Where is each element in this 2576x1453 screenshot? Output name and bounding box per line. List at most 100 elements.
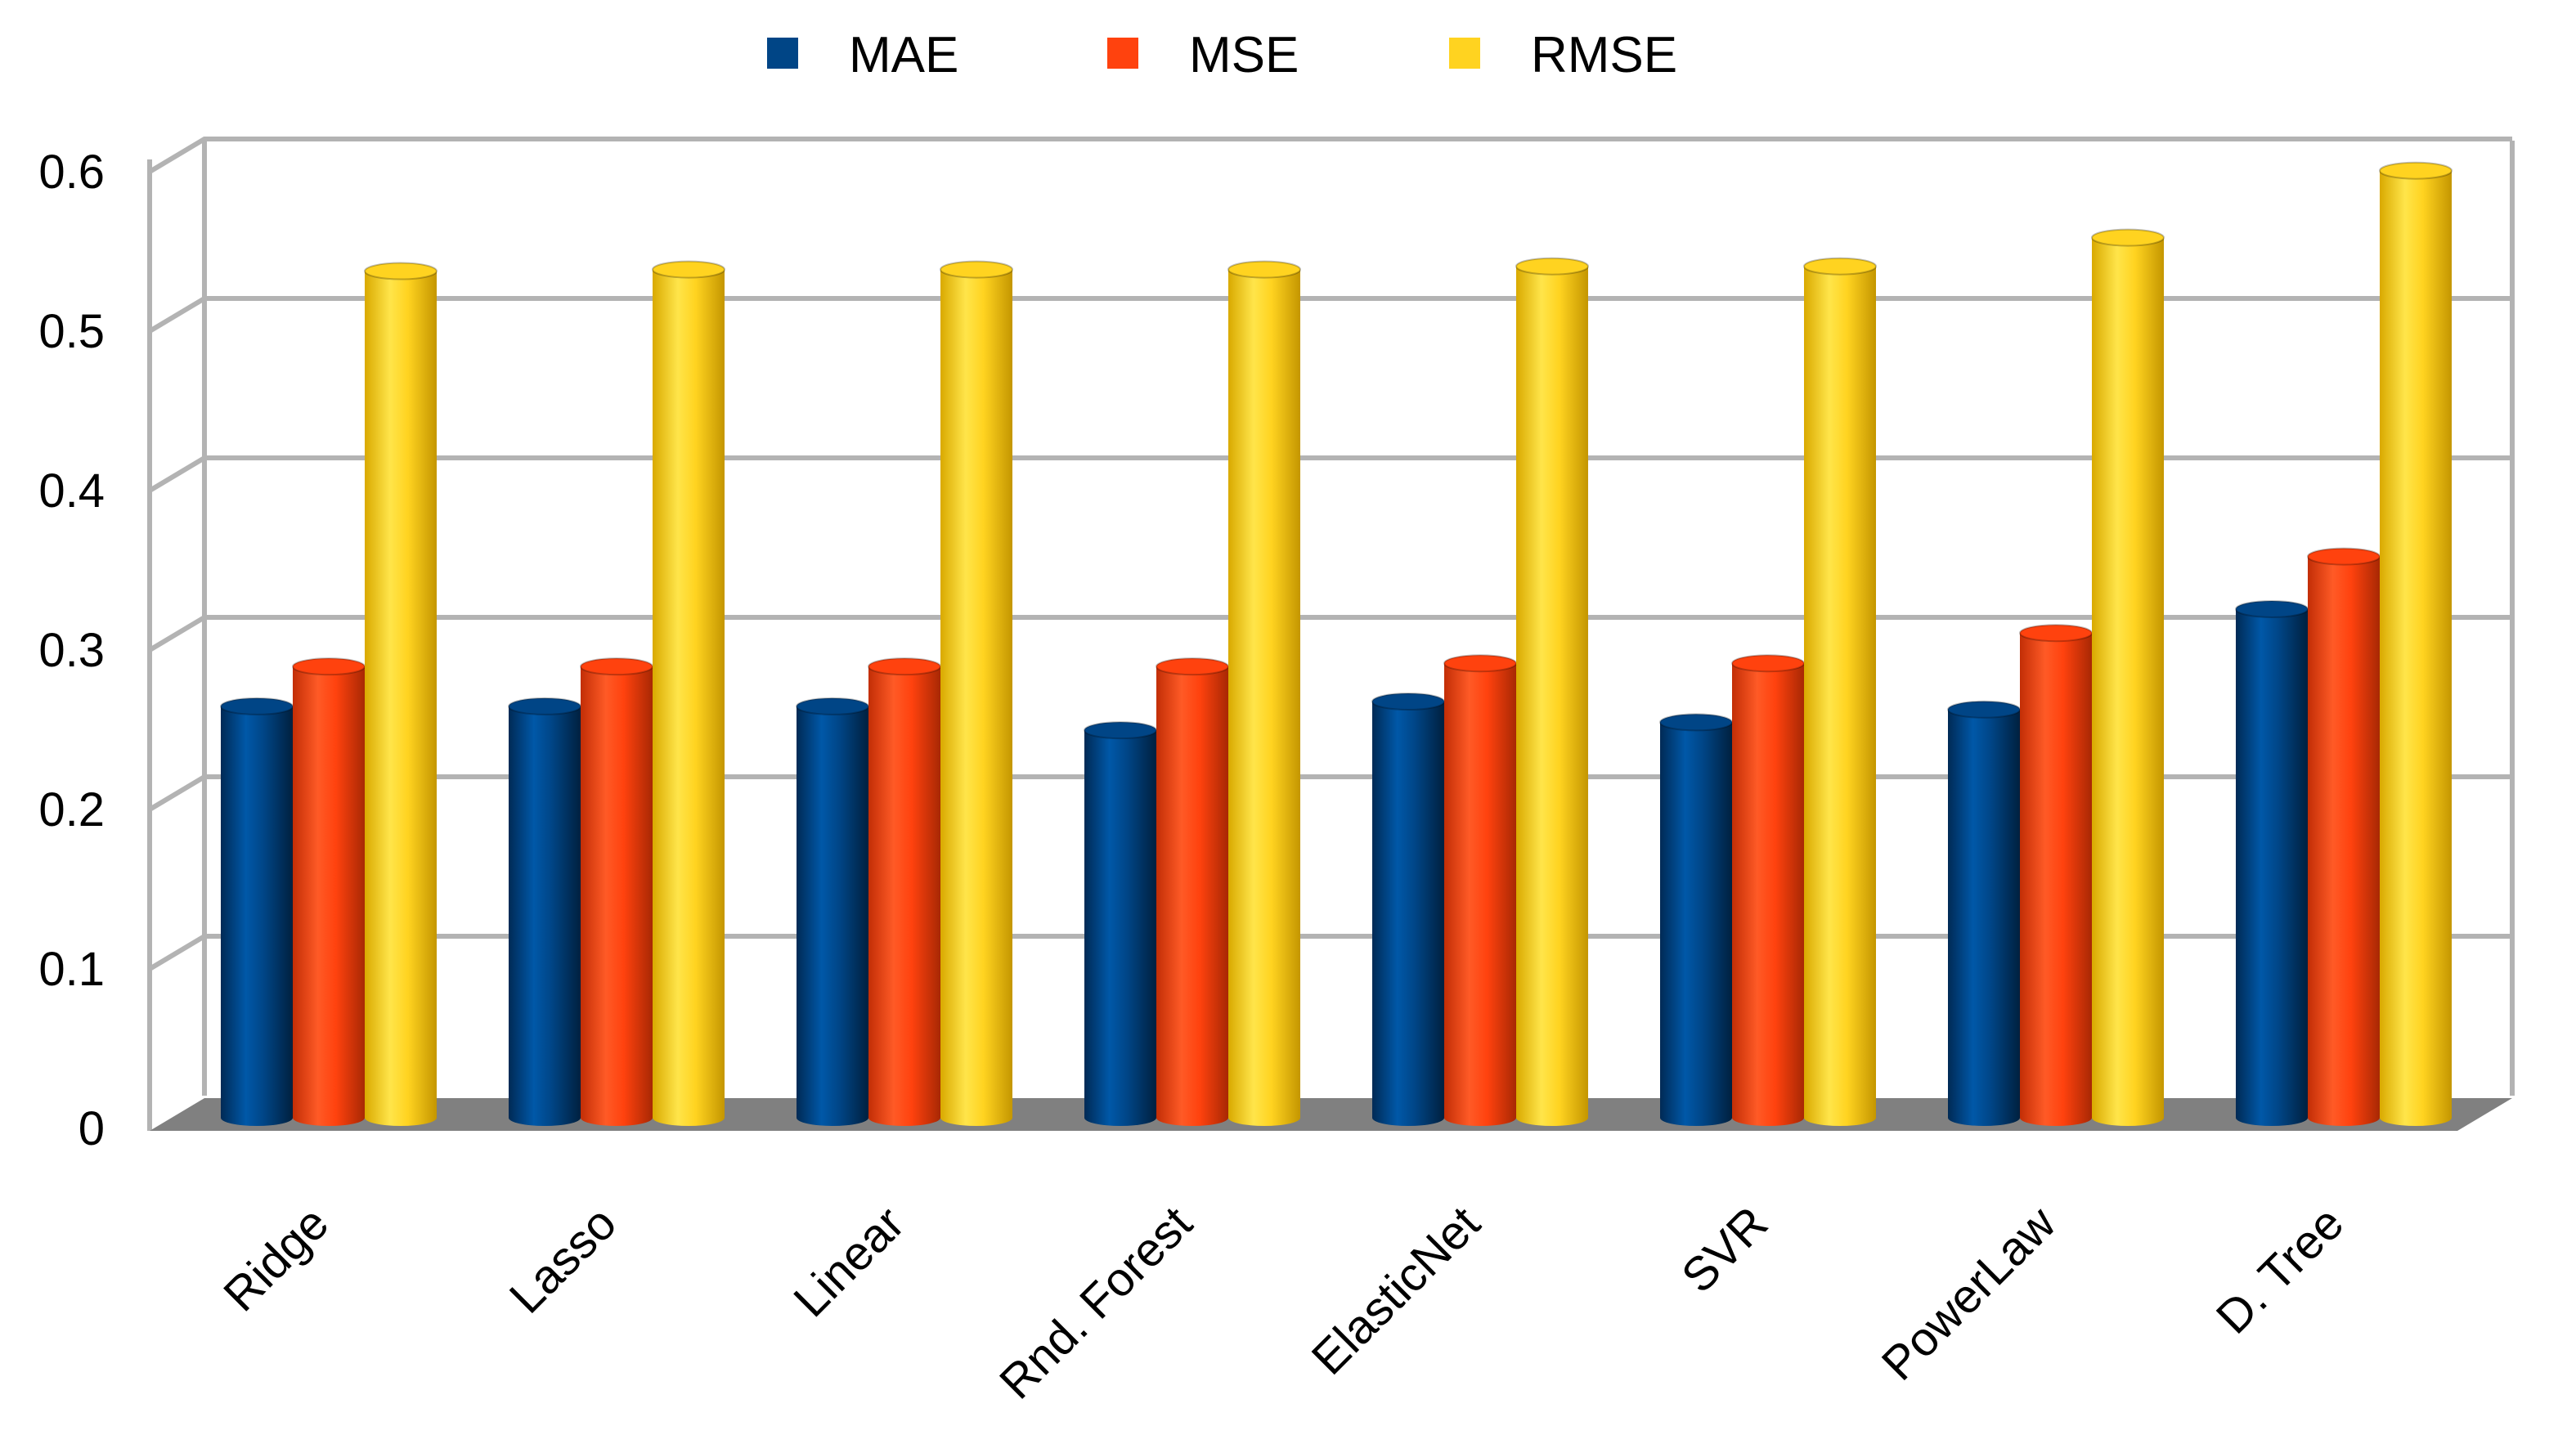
bar-body xyxy=(509,706,581,1126)
bar-top-cap xyxy=(2307,547,2381,566)
bar-top-cap xyxy=(1947,700,2021,719)
x-tick-label: SVR xyxy=(1672,1196,1778,1303)
gridline xyxy=(148,455,2512,493)
legend-item-rmse: RMSE xyxy=(1449,27,1677,83)
bar-mae xyxy=(220,697,294,1126)
bar-top-cap xyxy=(2235,599,2309,618)
bar-rmse xyxy=(652,260,725,1127)
bar-body xyxy=(2236,608,2308,1126)
y-tick-label: 0.3 xyxy=(38,624,105,677)
gridline xyxy=(148,296,2512,334)
bar-mse xyxy=(1443,654,1517,1126)
legend-swatch xyxy=(767,38,798,69)
x-tick-label: Ridge xyxy=(213,1196,339,1321)
x-axis-labels: Ridge Lasso Linear Rnd. Forest ElasticNet SVR… xyxy=(213,1195,2354,1409)
bar-body xyxy=(940,269,1012,1127)
x-tick-label: PowerLaw xyxy=(1872,1195,2067,1390)
bar-body xyxy=(1228,269,1300,1127)
bar-top-cap xyxy=(940,260,1013,279)
bar-body xyxy=(1372,702,1444,1126)
bar-mae xyxy=(508,697,581,1126)
bar-top-cap xyxy=(1659,713,1733,732)
bar-mae xyxy=(1659,713,1733,1126)
bar-top-cap xyxy=(2379,161,2453,180)
bar-top-cap xyxy=(364,262,438,280)
bar-rmse xyxy=(1227,260,1301,1127)
legend-label: MSE xyxy=(1189,27,1299,83)
bar-top-cap xyxy=(796,697,869,715)
bar-body xyxy=(2020,633,2092,1126)
bar-top-cap xyxy=(292,657,366,676)
bar-top-cap xyxy=(2091,228,2165,247)
bar-top-cap xyxy=(1515,257,1589,276)
bar-top-cap xyxy=(220,697,294,715)
bar-body xyxy=(581,666,653,1126)
bar-body xyxy=(1444,663,1516,1126)
legend-label: RMSE xyxy=(1531,27,1677,83)
bar-body xyxy=(1660,722,1732,1126)
bar-body xyxy=(1732,663,1804,1126)
bar-body xyxy=(868,666,940,1126)
bar-top-cap xyxy=(1227,260,1301,279)
bar-mse xyxy=(292,657,366,1126)
bar-top-cap xyxy=(1803,257,1877,276)
bar-rmse xyxy=(364,262,438,1126)
bar-body xyxy=(221,706,293,1126)
bar-mae xyxy=(796,697,869,1126)
bar-rmse xyxy=(2379,161,2453,1127)
y-tick-label: 0.6 xyxy=(38,146,105,199)
x-tick-label: Linear xyxy=(783,1196,914,1327)
bar-rmse xyxy=(1803,257,1877,1127)
bar-top-cap xyxy=(1084,721,1157,740)
bar-top-cap xyxy=(2019,624,2093,643)
gridline xyxy=(148,137,2512,174)
legend-label: MAE xyxy=(849,27,958,83)
y-tick-label: 0.4 xyxy=(38,464,105,518)
legend: MAE MSE RMSE xyxy=(767,27,1677,83)
bar-top-cap xyxy=(652,260,725,279)
bar-mae xyxy=(1371,693,1445,1126)
legend-item-mae: MAE xyxy=(767,27,958,83)
legend-item-mse: MSE xyxy=(1107,27,1299,83)
bar-top-cap xyxy=(1443,654,1517,673)
chart-floor xyxy=(150,1098,2512,1131)
bar-body xyxy=(293,666,365,1126)
bar-body xyxy=(2308,556,2380,1126)
bar-mse xyxy=(2019,624,2093,1126)
bar-top-cap xyxy=(1156,657,1229,676)
bar-body xyxy=(2380,170,2452,1127)
bar-mae xyxy=(1947,700,2021,1126)
legend-swatch xyxy=(1107,38,1138,69)
gridline xyxy=(148,615,2512,653)
legend-swatch xyxy=(1449,38,1480,69)
bar-body xyxy=(365,271,437,1126)
bar-body xyxy=(1516,266,1588,1127)
y-axis-ticks: 0 0.1 0.2 0.3 0.4 0.5 0.6 xyxy=(38,146,105,1155)
bar-mse xyxy=(1156,657,1229,1126)
x-tick-label: Rnd. Forest xyxy=(990,1196,1202,1409)
y-tick-label: 0 xyxy=(79,1102,105,1155)
bar-top-cap xyxy=(580,657,653,676)
bar-mse xyxy=(2307,547,2381,1126)
bar-body xyxy=(2092,237,2164,1127)
bar-top-cap xyxy=(508,697,581,715)
bar-rmse xyxy=(940,260,1013,1127)
x-tick-label: ElasticNet xyxy=(1302,1196,1491,1385)
bar-top-cap xyxy=(1731,654,1805,673)
bar-body xyxy=(1948,709,2020,1126)
bar-body xyxy=(1804,266,1876,1127)
bar-mae xyxy=(1084,721,1157,1126)
x-tick-label: D. Tree xyxy=(2206,1196,2354,1343)
bar-top-cap xyxy=(868,657,941,676)
bar-rmse xyxy=(2091,228,2165,1127)
bar-body xyxy=(1156,666,1228,1126)
bar-rmse xyxy=(1515,257,1589,1127)
y-tick-label: 0.2 xyxy=(38,783,105,836)
bars xyxy=(220,161,2453,1127)
bar-top-cap xyxy=(1371,693,1445,711)
y-tick-label: 0.5 xyxy=(38,305,105,358)
bar-body xyxy=(797,706,868,1126)
bar-mse xyxy=(580,657,653,1126)
